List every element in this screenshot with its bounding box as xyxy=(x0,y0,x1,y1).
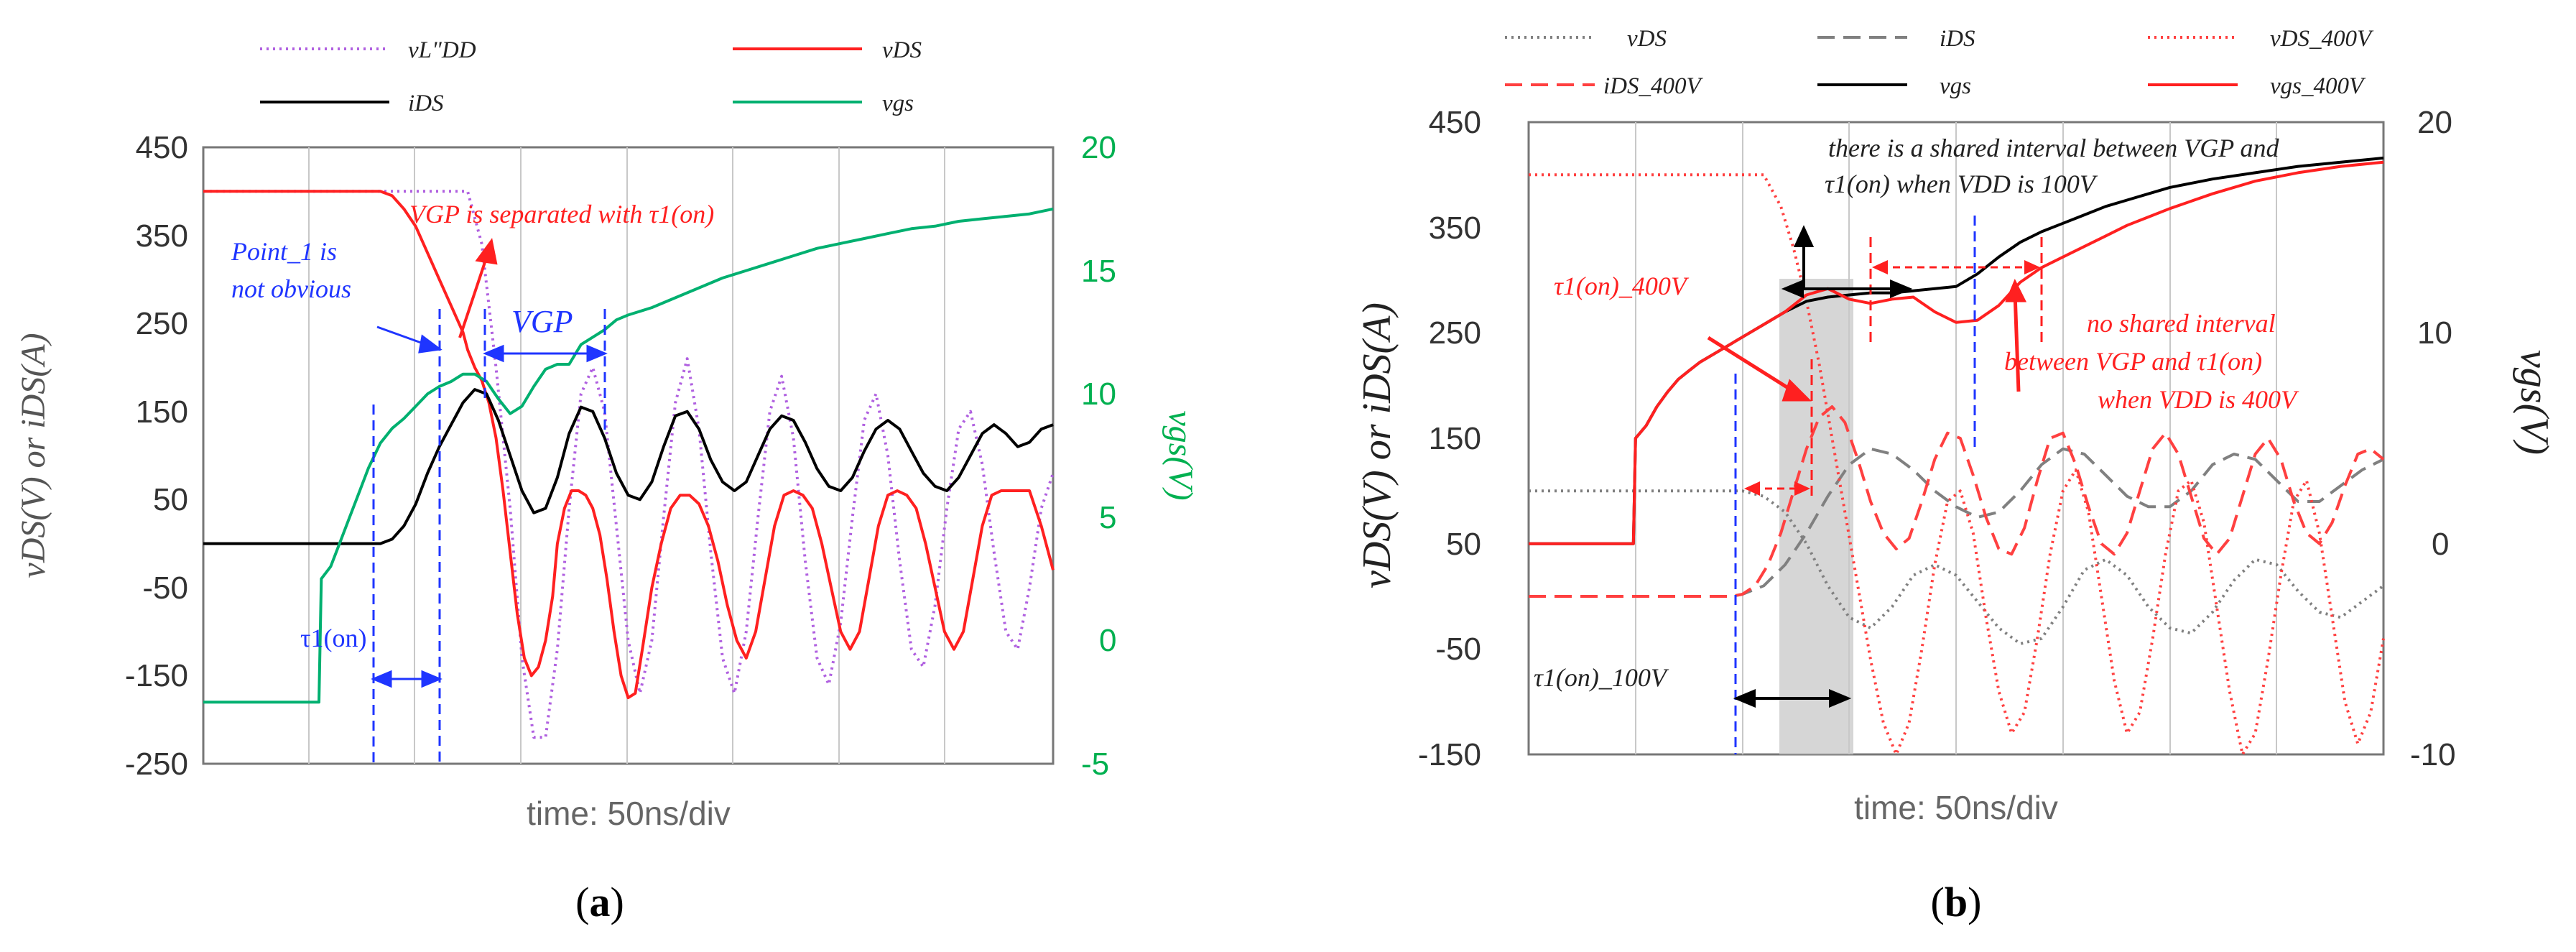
tick-right-a-4: 0 xyxy=(1099,623,1116,658)
series-line-b-ids xyxy=(1529,447,2384,598)
caption-a: (a) xyxy=(575,879,624,925)
tick-left-b-2: 250 xyxy=(1429,315,1481,351)
caption-b: (b) xyxy=(1931,879,1982,925)
right-ticks-a: 20 15 10 5 0 -5 xyxy=(1081,130,1116,782)
tick-right-a-2: 10 xyxy=(1081,376,1116,412)
tick-left-b-1: 350 xyxy=(1429,211,1481,246)
tick-left-a-7: -250 xyxy=(125,747,188,782)
annotation-tau100: τ1(on)_100V xyxy=(1534,663,1669,692)
tick-right-b-1: 10 xyxy=(2417,315,2452,351)
tick-left-b-3: 150 xyxy=(1429,421,1481,456)
legend-b: vDS iDS vDS_400V iDS_400V vgs vgs_400V xyxy=(1505,26,2374,99)
legend-label-vgs-b: vgs xyxy=(1940,73,1971,99)
tick-right-b-2: 0 xyxy=(2432,527,2449,562)
series-line-a-vl-dd xyxy=(203,190,1055,739)
series-line-a-vds xyxy=(203,190,1055,700)
annotation-shared-line2: τ1(on) when VDD is 100V xyxy=(1825,170,2098,198)
tick-left-a-1: 350 xyxy=(136,218,188,254)
annotation-tau-a: τ1(on) xyxy=(300,624,366,652)
legend-label-vgs400-b: vgs_400V xyxy=(2270,73,2366,99)
tick-left-b-0: 450 xyxy=(1429,105,1481,140)
panel-b: vDS iDS vDS_400V iDS_400V vgs vgs_400V 4… xyxy=(1355,26,2557,925)
annotation-point1-line2: not obvious xyxy=(231,274,351,303)
series-line-a-vgs xyxy=(203,207,1054,704)
legend-label-ids-b: iDS xyxy=(1940,26,1975,52)
y-axis-label-right-a: vgs(V) xyxy=(1162,410,1200,500)
annotations-a: VGP is separated with τ1(on) Point_1 is … xyxy=(231,200,714,764)
x-axis-label-a: time: 50ns/div xyxy=(527,795,731,832)
legend-label-vlldd: vL"DD xyxy=(408,37,476,63)
gridlines-b xyxy=(1635,122,2277,754)
shared-arrow-red-b xyxy=(2013,292,2021,392)
legend-label-vds-b: vDS xyxy=(1627,26,1667,52)
gridlines-a xyxy=(308,147,945,764)
series-line-b-vds-400v xyxy=(1529,173,2385,756)
left-ticks-a: 450 350 250 150 50 -50 -150 -250 xyxy=(125,130,188,782)
tick-right-a-3: 5 xyxy=(1099,500,1116,535)
tick-left-a-4: 50 xyxy=(153,482,188,517)
series-line-b-vgs-400v xyxy=(1529,160,2384,545)
series-group-a xyxy=(203,190,1055,739)
vgp-arrow-a xyxy=(458,251,490,338)
tau400-arrow-b xyxy=(1707,336,1799,396)
annotation-noshared-line3: when VDD is 400V xyxy=(2098,385,2299,414)
tick-right-a-1: 15 xyxy=(1081,254,1116,289)
tick-right-b-3: -10 xyxy=(2410,737,2456,772)
legend-a: vL"DD vDS iDS vgs xyxy=(260,37,922,116)
y-axis-label-right-b: vgs(V) xyxy=(2512,350,2557,455)
series-line-b-ids-400v xyxy=(1529,405,2385,598)
legend-label-vds: vDS xyxy=(882,37,922,63)
tick-right-a-0: 20 xyxy=(1081,130,1116,165)
annotation-shared-line1: there is a shared interval between VGP a… xyxy=(1828,134,2280,162)
tick-left-a-3: 150 xyxy=(136,394,188,430)
annotations-b: there is a shared interval between VGP a… xyxy=(1534,134,2299,754)
tick-left-a-2: 250 xyxy=(136,306,188,341)
series-line-b-vds xyxy=(1529,489,2385,645)
annotation-vgp-separated: VGP is separated with τ1(on) xyxy=(409,200,714,228)
tick-left-a-0: 450 xyxy=(136,130,188,165)
tick-left-a-6: -150 xyxy=(125,658,188,693)
tick-left-a-5: -50 xyxy=(142,570,188,606)
annotation-tau400: τ1(on)_400V xyxy=(1554,272,1690,300)
tick-left-b-4: 50 xyxy=(1446,527,1481,562)
annotation-noshared-line1: no shared interval xyxy=(2087,309,2276,338)
tick-left-b-6: -150 xyxy=(1418,737,1481,772)
series-line-a-ids xyxy=(203,388,1054,545)
legend-label-ids: iDS xyxy=(408,91,444,116)
tick-right-b-0: 20 xyxy=(2417,105,2452,140)
annotation-noshared-line2: between VGP and τ1(on) xyxy=(2004,347,2262,376)
annotation-point1-line1: Point_1 is xyxy=(231,237,337,266)
plot-frame-a xyxy=(202,146,1055,765)
tick-left-b-5: -50 xyxy=(1435,632,1481,667)
right-ticks-b: 20 10 0 -10 xyxy=(2410,105,2456,772)
legend-label-vgs: vgs xyxy=(882,91,914,116)
x-axis-label-b: time: 50ns/div xyxy=(1854,789,2058,826)
legend-label-ids400-b: iDS_400V xyxy=(1603,73,1704,99)
y-axis-label-left-b: vDS(V) or iDS(A) xyxy=(1355,302,1399,588)
legend-label-vds400-b: vDS_400V xyxy=(2270,26,2374,52)
panel-a: vL"DD vDS iDS vgs 450 350 250 150 50 -50… xyxy=(14,37,1200,925)
annotation-vgp-a: VGP xyxy=(511,304,573,339)
left-ticks-b: 450 350 250 150 50 -50 -150 xyxy=(1418,105,1481,772)
tick-right-a-5: -5 xyxy=(1081,747,1109,782)
y-axis-label-left-a: vDS(V) or iDS(A) xyxy=(14,333,52,578)
